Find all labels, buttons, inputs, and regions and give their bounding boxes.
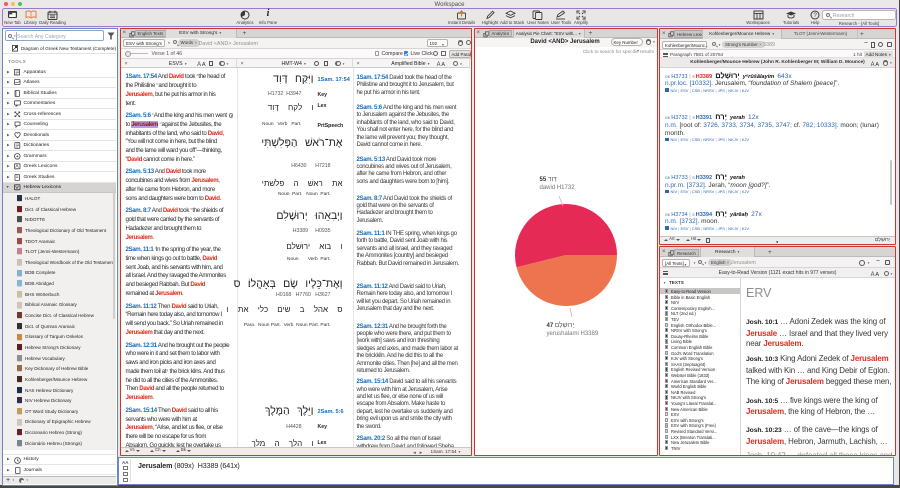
svg-text:?: ?: [813, 12, 817, 19]
